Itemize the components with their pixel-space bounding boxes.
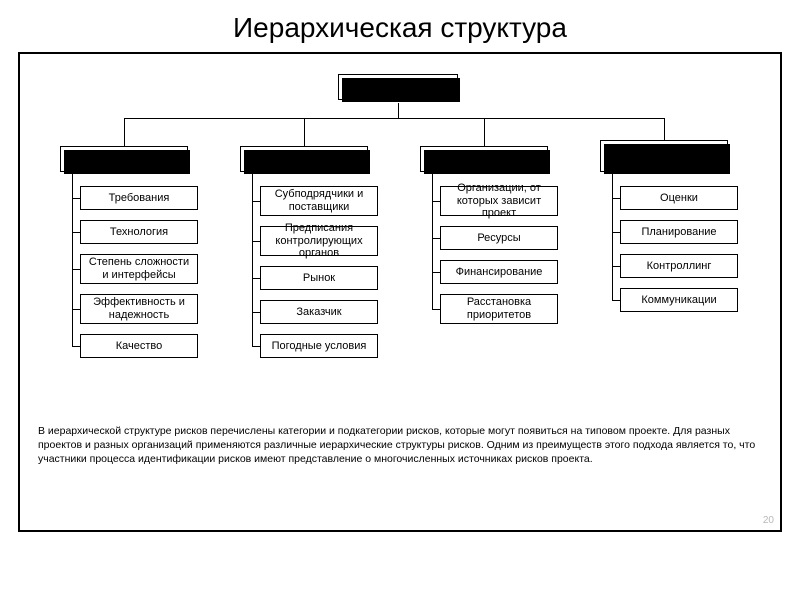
node-category-3: Управление проектом [600, 140, 728, 172]
node-child-2-3: Расстановка приоритетов [440, 294, 558, 324]
node-category-1: Внешний [240, 146, 368, 172]
node-child-2-2: Финансирование [440, 260, 558, 284]
caption-text: В иерархической структуре рисков перечис… [30, 424, 770, 467]
node-child-3-3: Коммуникации [620, 288, 738, 312]
page-number: 20 [763, 516, 774, 526]
node-category-0: Технический [60, 146, 188, 172]
node-child-0-0: Требования [80, 186, 198, 210]
node-child-2-0: Организации, от которых зависит проект [440, 186, 558, 216]
diagram-frame: Проект Технический Требования Технология Сте… [18, 52, 782, 532]
node-child-3-0: Оценки [620, 186, 738, 210]
node-child-0-2: Степень сложности и интерфейсы [80, 254, 198, 284]
node-child-1-0: Субподрядчики и поставщики [260, 186, 378, 216]
node-child-1-3: Заказчик [260, 300, 378, 324]
hierarchy-chart: Проект Технический Требования Технология Сте… [30, 68, 770, 418]
node-child-0-1: Технология [80, 220, 198, 244]
page-title: Иерархическая структура [0, 12, 800, 44]
node-child-3-1: Планирование [620, 220, 738, 244]
node-category-2: Организационный [420, 146, 548, 172]
node-child-2-1: Ресурсы [440, 226, 558, 250]
node-child-0-4: Качество [80, 334, 198, 358]
node-child-3-2: Контроллинг [620, 254, 738, 278]
node-child-0-3: Эффективность и надежность [80, 294, 198, 324]
node-child-1-1: Предписания контролирующих органов [260, 226, 378, 256]
node-root: Проект [338, 74, 458, 100]
node-child-1-2: Рынок [260, 266, 378, 290]
node-child-1-4: Погодные условия [260, 334, 378, 358]
